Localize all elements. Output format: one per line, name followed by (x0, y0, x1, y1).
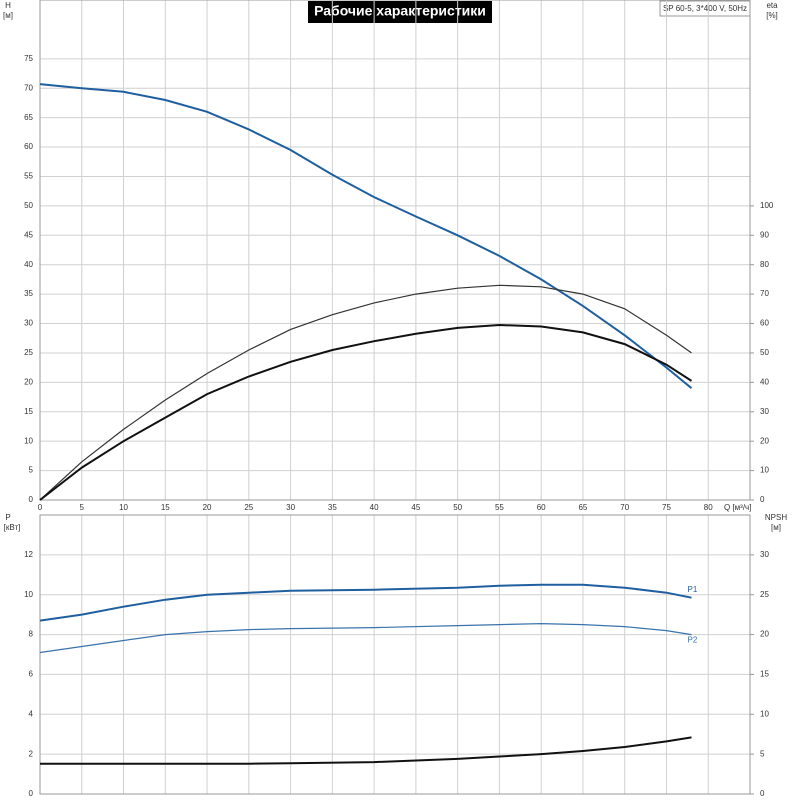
y-tick-label: 20 (24, 377, 33, 386)
plot-frame (39, 0, 751, 501)
x-tick-label: 80 (704, 503, 713, 512)
y2-tick-label: 70 (760, 289, 769, 298)
y-axis-unit: [кВт] (4, 523, 21, 532)
y-tick-label: 4 (29, 709, 34, 718)
y-tick-label: 40 (24, 260, 33, 269)
series-line (39, 583, 692, 622)
x-tick-label: 70 (620, 503, 629, 512)
title-box (308, 1, 492, 23)
y2-tick-label: 80 (760, 260, 769, 269)
y-tick-label: 55 (24, 172, 33, 181)
y2-tick-label: 40 (760, 377, 769, 386)
y2-tick-label: 20 (760, 630, 769, 639)
y2-axis-label: eta (766, 1, 778, 10)
y2-tick-label: 30 (760, 550, 769, 559)
y-tick-label: 12 (24, 550, 33, 559)
y-tick-label: 0 (29, 495, 34, 504)
x-tick-label: 10 (119, 503, 128, 512)
x-tick-label: 65 (578, 503, 587, 512)
x-tick-label: 75 (662, 503, 671, 512)
y-tick-label: 5 (29, 466, 34, 475)
y-axis-label: P (5, 513, 10, 522)
x-tick-label: 5 (80, 503, 85, 512)
series-line (40, 736, 692, 765)
y2-axis-label: NPSH (765, 513, 787, 522)
y-tick-label: 75 (24, 54, 33, 63)
x-tick-label: 50 (453, 503, 462, 512)
x-tick-label: 40 (370, 503, 379, 512)
y-axis-label: H (5, 1, 11, 10)
y2-tick-label: 90 (760, 230, 769, 239)
y2-tick-label: 0 (760, 495, 765, 504)
y-tick-label: 6 (29, 670, 34, 679)
y-tick-label: 10 (24, 436, 33, 445)
series-line (39, 83, 693, 389)
series-label: P2 (688, 636, 698, 645)
y-tick-label: 0 (29, 789, 34, 798)
plot-frame (39, 514, 751, 795)
series-line (39, 284, 692, 501)
y-tick-label: 8 (29, 630, 34, 639)
y2-tick-label: 20 (760, 436, 769, 445)
y2-axis-unit: [%] (766, 11, 778, 20)
x-axis-label: Q [м³/ч] (724, 503, 751, 512)
y-tick-label: 35 (24, 289, 33, 298)
y-tick-label: 60 (24, 142, 33, 151)
series-label: P1 (688, 585, 698, 594)
y-tick-label: 2 (29, 749, 34, 758)
x-tick-label: 20 (203, 503, 212, 512)
x-tick-label: 45 (411, 503, 420, 512)
y2-tick-label: 50 (760, 348, 769, 357)
x-tick-label: 35 (328, 503, 337, 512)
chart-subtitle: SP 60-5, 3*400 V, 50Hz (663, 4, 747, 13)
x-tick-label: 30 (286, 503, 295, 512)
x-tick-label: 15 (161, 503, 170, 512)
y2-axis-unit: [м] (771, 523, 781, 532)
y-tick-label: 65 (24, 113, 33, 122)
y2-tick-label: 60 (760, 319, 769, 328)
chart-title: Рабочие характеристики (314, 3, 486, 19)
y-tick-label: 70 (24, 83, 33, 92)
y2-tick-label: 30 (760, 407, 769, 416)
series-line (39, 622, 692, 654)
y2-tick-label: 100 (760, 201, 774, 210)
y2-tick-label: 5 (760, 749, 765, 758)
x-tick-label: 25 (244, 503, 253, 512)
y2-tick-label: 15 (760, 670, 769, 679)
y2-tick-label: 0 (760, 789, 765, 798)
x-tick-label: 0 (38, 503, 43, 512)
y2-tick-label: 25 (760, 590, 769, 599)
y-tick-label: 50 (24, 201, 33, 210)
y-tick-label: 45 (24, 230, 33, 239)
y2-tick-label: 10 (760, 709, 769, 718)
y-tick-label: 25 (24, 348, 33, 357)
y-tick-label: 30 (24, 319, 33, 328)
x-tick-label: 55 (495, 503, 504, 512)
y2-tick-label: 10 (760, 466, 769, 475)
y-axis-unit: [м] (3, 11, 13, 20)
series-line (39, 323, 693, 501)
y-tick-label: 10 (24, 590, 33, 599)
y-tick-label: 15 (24, 407, 33, 416)
x-tick-label: 60 (537, 503, 546, 512)
